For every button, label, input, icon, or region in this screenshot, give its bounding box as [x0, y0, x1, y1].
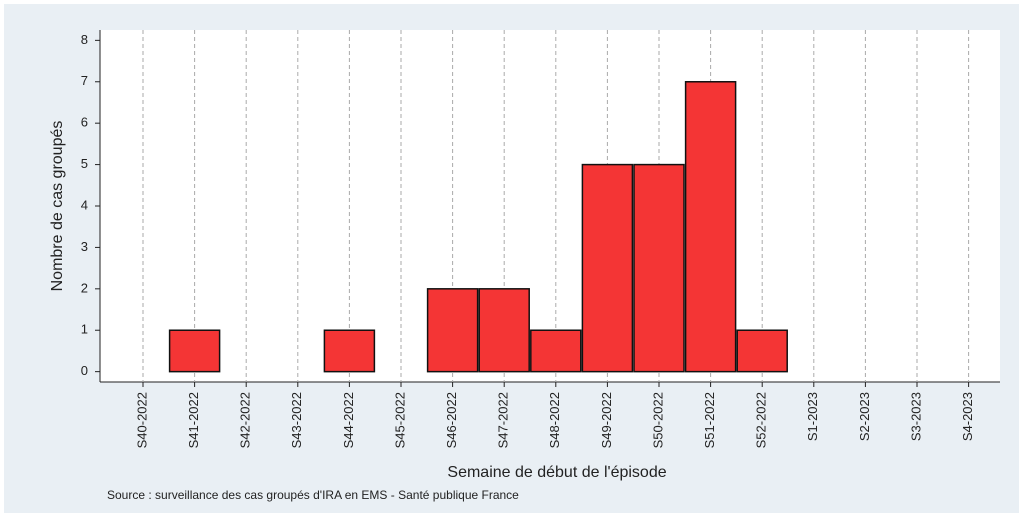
bar: [530, 329, 582, 373]
x-tick-label: S47-2022: [496, 392, 511, 448]
x-tick-label: S48-2022: [547, 392, 562, 448]
bar: [168, 329, 221, 373]
x-axis-title: Semaine de début de l'épisode: [447, 464, 666, 481]
x-tick-label: S3-2023: [908, 392, 923, 441]
x-tick-label: S46-2022: [444, 392, 459, 448]
x-tick-label: S50-2022: [650, 392, 665, 448]
y-axis-title: Nombre de cas groupés: [49, 121, 66, 292]
bar: [736, 329, 788, 373]
bar: [684, 81, 737, 373]
x-tick-label: S45-2022: [392, 392, 407, 448]
x-tick-label: S2-2023: [857, 392, 872, 441]
x-tick-label: S44-2022: [341, 392, 356, 448]
y-tick-label: 1: [81, 322, 88, 337]
x-tick-label: S51-2022: [702, 392, 717, 448]
bar: [323, 329, 376, 373]
bar: [478, 288, 530, 373]
y-tick-label: 8: [81, 32, 88, 47]
x-tick-label: S52-2022: [754, 392, 769, 448]
y-tick-label: 7: [81, 73, 88, 88]
x-tick-label: S41-2022: [186, 392, 201, 448]
y-tick-label: 6: [81, 115, 88, 130]
y-tick-label: 3: [81, 239, 88, 254]
source-note: Source : surveillance des cas groupés d'…: [107, 488, 519, 502]
bar: [581, 163, 634, 373]
bar: [633, 163, 685, 373]
y-tick-label: 5: [81, 156, 88, 171]
bar: [426, 288, 479, 373]
x-tick-label: S1-2023: [805, 392, 820, 441]
plot-area: [100, 30, 1000, 382]
y-tick-label: 2: [81, 280, 88, 295]
y-tick-label: 0: [81, 363, 88, 378]
y-tick-label: 4: [81, 197, 88, 212]
x-tick-label: S43-2022: [289, 392, 304, 448]
x-tick-label: S4-2023: [960, 392, 975, 441]
x-tick-label: S42-2022: [238, 392, 253, 448]
x-tick-label: S40-2022: [134, 392, 149, 448]
x-tick-label: S49-2022: [599, 392, 614, 448]
